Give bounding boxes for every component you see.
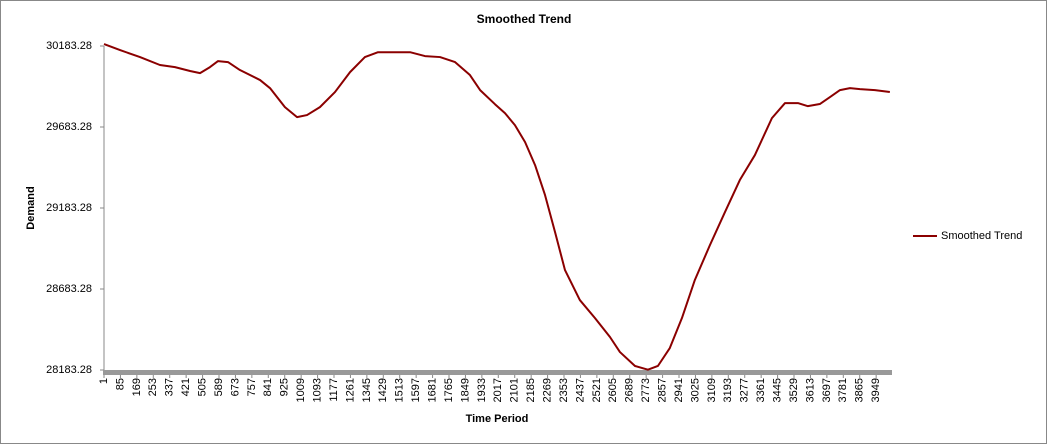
line-series [103,43,890,371]
x-tick-label: 1093 [311,378,323,402]
x-tick-label: 2185 [525,378,537,402]
x-tick-label: 3529 [788,378,800,402]
x-tick-label: 1 [98,378,110,384]
x-tick-label: 1177 [328,378,340,402]
y-tick-label: 29183.28 [46,202,92,214]
x-tick-label: 3445 [771,378,783,402]
x-tick-label: 2521 [591,378,603,402]
x-axis-title: Time Period [466,413,529,425]
x-tick-label: 3025 [689,378,701,402]
x-tick-label: 3865 [854,378,866,402]
x-tick-label: 1429 [377,378,389,402]
legend-label: Smoothed Trend [941,230,1022,242]
x-tick-label: 3949 [870,378,882,402]
x-tick-label: 1849 [459,378,471,402]
y-tick-label: 28683.28 [46,283,92,295]
x-tick-label: 841 [262,378,274,396]
x-tick-label: 169 [131,378,143,396]
y-tick-label: 28183.28 [46,364,92,376]
x-tick-label: 421 [180,378,192,396]
x-tick-label: 1681 [426,378,438,402]
x-tick-label: 3277 [739,378,751,402]
x-tick-label: 505 [196,378,208,396]
x-tick-label: 2941 [673,378,685,402]
x-tick-label: 1765 [443,378,455,402]
x-tick-label: 2857 [656,378,668,402]
y-tick-label: 29683.28 [46,121,92,133]
x-axis [103,370,892,375]
x-tick-label: 2773 [640,378,652,402]
x-tick-label: 3613 [804,378,816,402]
x-tick-label: 2689 [624,378,636,402]
x-tick-label: 3781 [837,378,849,402]
chart-title: Smoothed Trend [477,12,572,26]
x-tick-label: 85 [114,378,126,390]
x-tick-label: 2605 [607,378,619,402]
x-tick-label: 3361 [755,378,767,402]
x-tick-label: 925 [279,378,291,396]
x-tick-label: 2101 [509,378,521,402]
x-tick-label: 337 [164,378,176,396]
x-tick-label: 2017 [492,378,504,402]
x-tick-label: 1261 [344,378,356,402]
x-tick-label: 757 [246,378,258,396]
x-tick-label: 589 [213,378,225,396]
x-tick-label: 1345 [361,378,373,402]
x-tick-label: 2353 [558,378,570,402]
y-axis-title: Demand [25,186,37,229]
x-tick-label: 673 [229,378,241,396]
x-tick-label: 1009 [295,378,307,402]
x-tick-label: 3109 [706,378,718,402]
x-tick-label: 1597 [410,378,422,402]
x-tick-label: 3193 [722,378,734,402]
x-tick-label: 1933 [476,378,488,402]
x-tick-label: 2269 [541,378,553,402]
y-tick-label: 30183.28 [46,40,92,52]
x-tick-label: 253 [147,378,159,396]
x-tick-label: 1513 [394,378,406,402]
x-tick-label: 3697 [821,378,833,402]
x-tick-label: 2437 [574,378,586,402]
